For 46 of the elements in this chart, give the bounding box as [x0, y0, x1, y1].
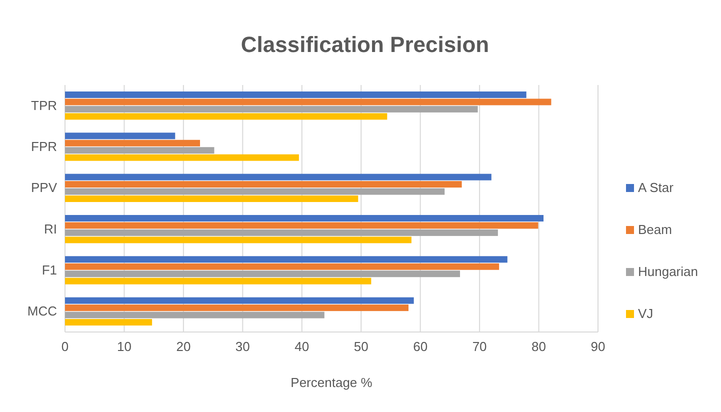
x-tick-label: 10 — [116, 339, 132, 354]
bar — [65, 91, 526, 98]
bar — [65, 278, 372, 284]
bar — [65, 270, 460, 278]
x-tick-label: 50 — [354, 339, 368, 354]
legend-label: Beam — [638, 222, 672, 237]
y-tick-label: TPR — [31, 98, 57, 113]
bar — [65, 256, 508, 263]
bar — [65, 140, 200, 146]
legend-label: VJ — [638, 306, 654, 321]
bar — [65, 297, 414, 304]
y-tick-label: MCC — [27, 304, 57, 319]
bar — [65, 113, 388, 120]
bar — [65, 188, 445, 195]
y-tick-label: PPV — [30, 180, 58, 196]
x-tick-label: 70 — [472, 339, 487, 354]
bar — [65, 236, 412, 244]
x-tick-label: 60 — [413, 339, 428, 354]
x-tick-label: 0 — [61, 339, 69, 354]
legend-label: A Star — [638, 180, 674, 195]
x-tick-label: 80 — [532, 339, 546, 354]
bar — [65, 174, 492, 180]
bar — [65, 263, 500, 270]
bar — [65, 229, 498, 236]
y-tick-label: FPR — [31, 138, 57, 154]
bar — [65, 154, 299, 161]
bar — [65, 106, 478, 112]
x-tick-label: 30 — [235, 339, 250, 354]
x-tick-label: 40 — [294, 339, 310, 354]
x-tick-label: 90 — [590, 339, 606, 354]
y-tick-label: F1 — [42, 262, 57, 278]
bar — [65, 98, 552, 106]
bar — [65, 214, 544, 222]
chart-title: Classification Precision — [240, 32, 490, 57]
bar — [65, 196, 358, 202]
bar — [65, 304, 408, 312]
bar — [65, 132, 176, 140]
x-tick-label: 20 — [176, 339, 191, 354]
y-tick-label: RI — [44, 221, 57, 236]
x-axis-title: Percentage % — [290, 375, 373, 390]
bar — [65, 147, 214, 154]
bar — [65, 312, 324, 318]
bar — [65, 222, 538, 229]
bar — [65, 319, 152, 326]
legend-label: Hungarian — [638, 264, 698, 279]
bar — [65, 181, 462, 188]
